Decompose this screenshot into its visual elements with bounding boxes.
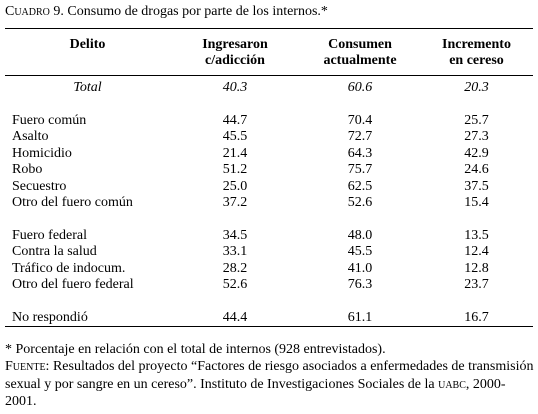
value-cell: 45.5: [222, 129, 248, 144]
value-cell: 48.0: [347, 227, 373, 243]
value-cell: 12.8: [464, 260, 489, 276]
column-header: Consumen actualmente: [300, 28, 420, 76]
source: Fuente: Resultados del proyecto “Factore…: [5, 358, 535, 410]
value-cell: 16.7: [464, 309, 489, 325]
value-cell: 40.3: [222, 80, 248, 95]
value-cell: 15.4: [464, 195, 489, 210]
column-header: Incremento en cereso: [420, 28, 533, 76]
spacer-row: [5, 97, 533, 113]
value-cell: 52.6: [347, 195, 373, 210]
header-row: Delito Ingresaron c/adicción Consumen actual…: [5, 28, 533, 76]
table-row: Secuestro 25.0 62.5 37.5: [5, 179, 533, 196]
value-cell: 37.2: [222, 195, 248, 210]
value-cell: 60.6: [347, 80, 373, 95]
table-row: Fuero federal 34.5 48.0 13.5: [5, 228, 533, 245]
source-label: Fuente:: [5, 359, 50, 375]
value-cell: 28.2: [222, 260, 248, 276]
spacer-cell: [5, 212, 533, 228]
spacer-row: [5, 212, 533, 228]
spacer-cell: [5, 97, 533, 113]
title-text: Consumo de drogas por parte de los inter…: [67, 4, 328, 19]
table: Delito Ingresaron c/adicción Consumen actual…: [5, 28, 533, 327]
value-cell: 20.3: [464, 80, 489, 95]
value-cell: 13.5: [464, 227, 489, 243]
value-cell: 70.4: [347, 112, 373, 128]
table-row: Asalto 45.5 72.7 27.3: [5, 129, 533, 146]
header-line: Ingresaron: [202, 37, 268, 52]
table-row: Contra la salud 33.1 45.5 12.4: [5, 244, 533, 261]
row-label: Tráfico de indocum.: [12, 260, 126, 276]
row-label: Fuero federal: [12, 227, 88, 243]
value-cell: 75.7: [347, 162, 373, 177]
value-cell: 44.4: [222, 309, 248, 325]
header-line: en cereso: [449, 53, 504, 68]
column-header: Ingresaron c/adicción: [170, 28, 300, 76]
row-label: Fuero común: [12, 112, 87, 128]
value-cell: 25.0: [222, 178, 248, 194]
value-cell: 72.7: [347, 129, 373, 144]
row-label: No respondió: [12, 309, 88, 325]
value-cell: 61.1: [347, 309, 373, 325]
table-row: Robo 51.2 75.7 24.6: [5, 162, 533, 179]
notes: * Porcentaje en relación con el total de…: [5, 341, 535, 410]
table-row: Otro del fuero federal 52.6 76.3 23.7: [5, 277, 533, 294]
row-label: Asalto: [12, 129, 49, 144]
table-body: Total 40.3 60.6 20.3 Fuero común 44.7 70.4 25.7…: [5, 76, 533, 327]
row-label: Otro del fuero federal: [12, 277, 134, 292]
value-cell: 21.4: [222, 145, 248, 161]
value-cell: 62.5: [347, 178, 373, 194]
row-label: Total: [73, 80, 102, 95]
header-line: actualmente: [323, 53, 397, 68]
title-label: Cuadro 9.: [5, 4, 64, 19]
row-label: Otro del fuero común: [12, 195, 133, 210]
source-org: uabc: [438, 376, 466, 392]
header-line: Consumen: [328, 37, 392, 52]
table-title: Cuadro 9. Consumo de drogas por parte de…: [5, 4, 328, 20]
value-cell: 37.5: [464, 178, 489, 194]
value-cell: 52.6: [222, 277, 248, 292]
value-cell: 23.7: [464, 277, 489, 292]
table-row: No respondió 44.4 61.1 16.7: [5, 310, 533, 327]
row-label: Homicidio: [12, 145, 72, 161]
value-cell: 33.1: [222, 244, 248, 259]
value-cell: 34.5: [222, 227, 248, 243]
spacer-cell: [5, 294, 533, 310]
value-cell: 12.4: [464, 244, 489, 259]
footnote: * Porcentaje en relación con el total de…: [5, 342, 386, 357]
value-cell: 25.7: [464, 112, 489, 128]
value-cell: 24.6: [464, 162, 489, 177]
value-cell: 41.0: [347, 260, 373, 276]
header-line: c/adicción: [205, 53, 265, 68]
row-label: Secuestro: [12, 178, 67, 194]
value-cell: 45.5: [347, 244, 373, 259]
table-row: Otro del fuero común 37.2 52.6 15.4: [5, 195, 533, 212]
value-cell: 27.3: [464, 129, 489, 144]
value-cell: 64.3: [347, 145, 373, 161]
table-row: Homicidio 21.4 64.3 42.9: [5, 146, 533, 163]
table-row: Total 40.3 60.6 20.3: [5, 76, 533, 97]
column-header: Delito: [5, 28, 170, 76]
value-cell: 42.9: [464, 145, 489, 161]
value-cell: 44.7: [222, 112, 248, 128]
header-line: Delito: [69, 37, 106, 52]
value-cell: 76.3: [347, 277, 373, 292]
row-label: Robo: [12, 162, 43, 177]
row-label: Contra la salud: [12, 244, 97, 259]
table-row: Fuero común 44.7 70.4 25.7: [5, 113, 533, 130]
source-text: Resultados del proyecto “Factores de rie…: [5, 359, 534, 392]
value-cell: 51.2: [222, 162, 248, 177]
table-row: Tráfico de indocum. 28.2 41.0 12.8: [5, 261, 533, 278]
spacer-row: [5, 294, 533, 310]
header-line: Incremento: [442, 37, 511, 52]
source-end: , 2000-2001.: [5, 376, 506, 409]
